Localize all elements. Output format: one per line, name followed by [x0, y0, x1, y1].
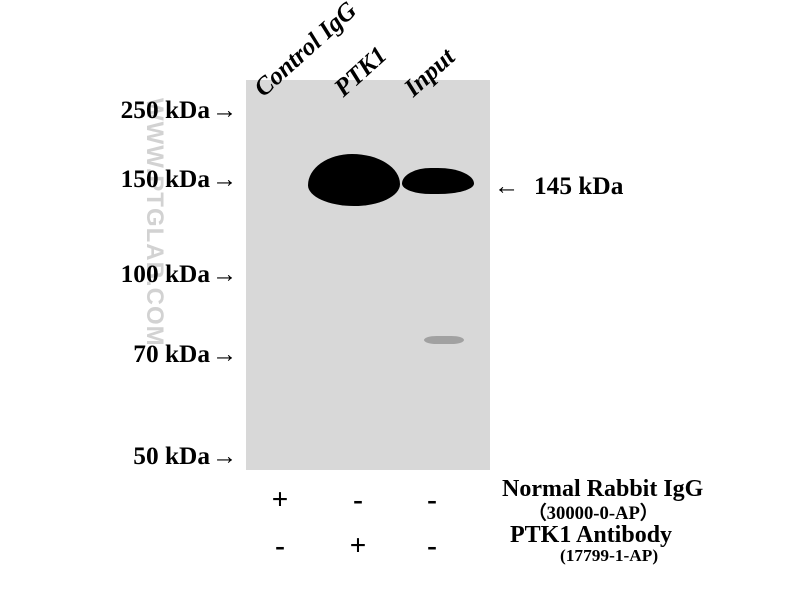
- arrow-right-icon: →: [212, 340, 237, 369]
- marker-label: 250 kDa: [0, 96, 210, 125]
- minus-icon: -: [417, 484, 447, 517]
- figure-container: WWW.PTGLAB.COM Control IgGPTK1Input 250 …: [0, 0, 800, 600]
- arrow-right-icon: →: [212, 165, 237, 194]
- marker-label: 100 kDa: [0, 260, 210, 289]
- protein-band: [402, 168, 474, 194]
- minus-icon: -: [343, 484, 373, 517]
- target-band-label: 145 kDa: [534, 172, 623, 201]
- antibody-catalog: （30000-0-AP）: [528, 498, 659, 525]
- minus-icon: -: [265, 530, 295, 563]
- blot-membrane: [246, 80, 490, 470]
- marker-label: 70 kDa: [0, 340, 210, 369]
- watermark-text: WWW.PTGLAB.COM: [140, 98, 168, 347]
- arrow-right-icon: →: [212, 96, 237, 125]
- arrow-right-icon: →: [212, 260, 237, 289]
- marker-label: 50 kDa: [0, 442, 210, 471]
- faint-band: [424, 336, 464, 344]
- plus-icon: +: [265, 484, 295, 517]
- plus-icon: +: [343, 530, 373, 563]
- antibody-catalog: (17799-1-AP): [560, 546, 658, 566]
- target-arrow-icon: ←: [494, 172, 519, 201]
- arrow-right-icon: →: [212, 442, 237, 471]
- marker-label: 150 kDa: [0, 165, 210, 194]
- antibody-label: PTK1 Antibody: [510, 522, 672, 549]
- minus-icon: -: [417, 530, 447, 563]
